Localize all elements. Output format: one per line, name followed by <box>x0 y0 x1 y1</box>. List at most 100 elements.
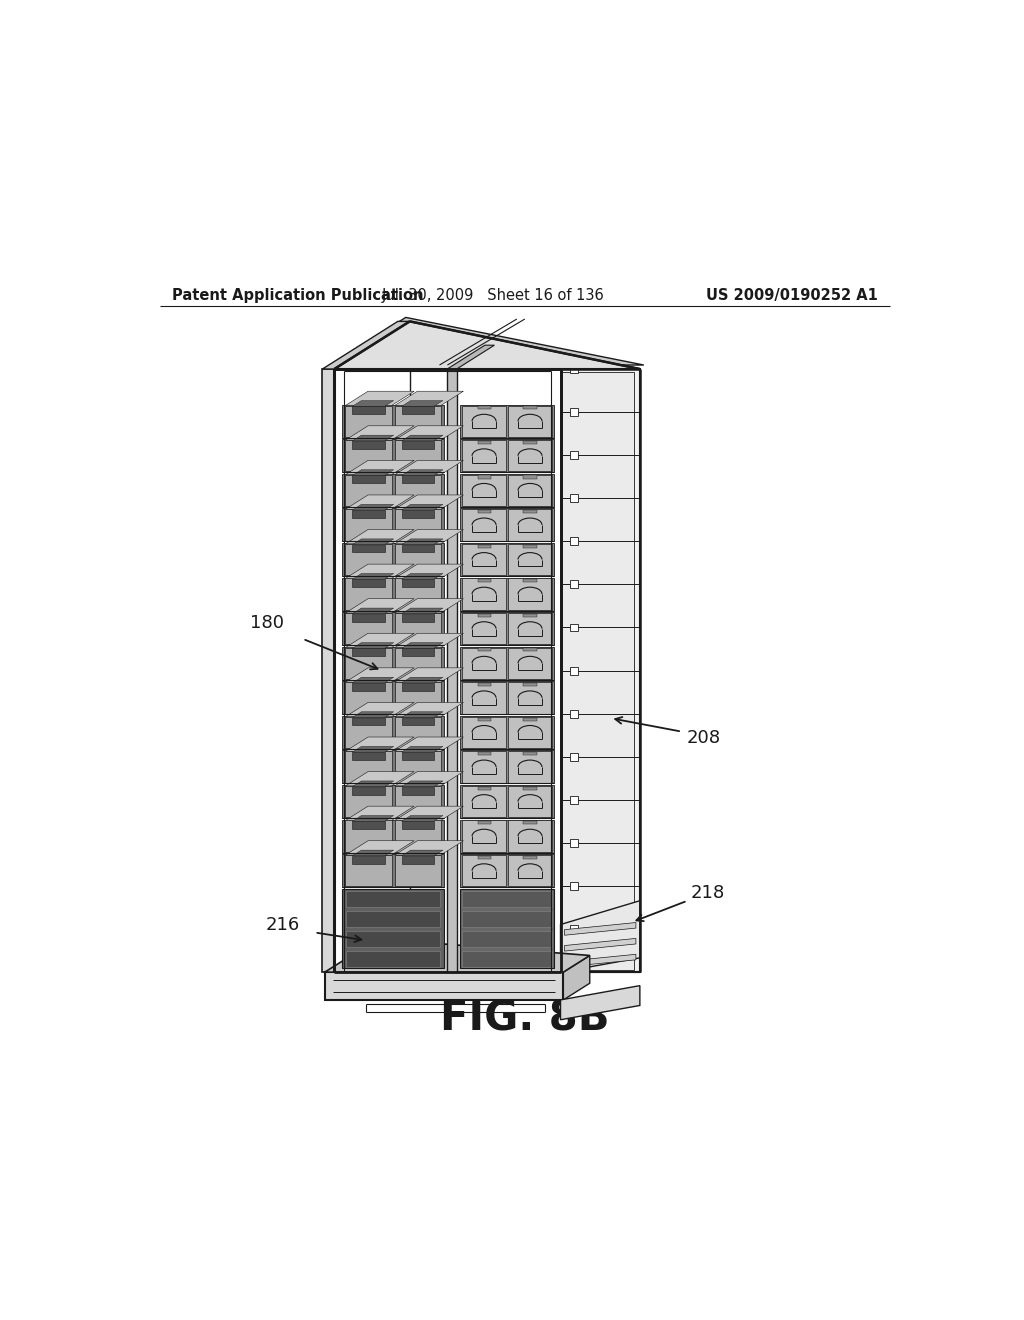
Polygon shape <box>346 891 440 907</box>
Polygon shape <box>462 440 506 471</box>
Polygon shape <box>401 682 434 690</box>
Polygon shape <box>508 440 552 471</box>
Polygon shape <box>345 461 414 475</box>
Polygon shape <box>560 370 640 972</box>
Polygon shape <box>345 544 391 576</box>
Bar <box>570 710 578 718</box>
Polygon shape <box>564 923 636 936</box>
Polygon shape <box>477 718 490 721</box>
Polygon shape <box>460 785 554 818</box>
Polygon shape <box>352 539 393 545</box>
Polygon shape <box>477 510 490 513</box>
Polygon shape <box>394 564 464 578</box>
Polygon shape <box>401 850 443 855</box>
Polygon shape <box>346 911 440 927</box>
Polygon shape <box>523 855 537 859</box>
Polygon shape <box>401 718 434 726</box>
Polygon shape <box>462 821 506 851</box>
Polygon shape <box>477 441 490 444</box>
Polygon shape <box>345 475 391 506</box>
Polygon shape <box>401 545 434 553</box>
Text: FIG. 8B: FIG. 8B <box>440 997 609 1039</box>
Polygon shape <box>345 717 391 748</box>
Polygon shape <box>352 475 385 483</box>
Polygon shape <box>401 781 443 787</box>
Polygon shape <box>523 441 537 444</box>
Polygon shape <box>462 682 506 714</box>
Polygon shape <box>508 855 552 887</box>
Polygon shape <box>352 677 393 682</box>
Polygon shape <box>460 405 554 438</box>
Polygon shape <box>401 400 443 407</box>
Polygon shape <box>477 855 490 859</box>
Polygon shape <box>564 954 636 968</box>
Polygon shape <box>342 751 444 784</box>
Polygon shape <box>334 370 560 972</box>
Polygon shape <box>342 543 444 576</box>
Polygon shape <box>345 702 414 717</box>
Polygon shape <box>342 612 444 645</box>
Polygon shape <box>401 510 434 517</box>
Polygon shape <box>394 405 441 437</box>
Polygon shape <box>394 475 441 506</box>
Polygon shape <box>462 931 552 946</box>
Polygon shape <box>462 717 506 748</box>
Polygon shape <box>563 956 590 1001</box>
Polygon shape <box>523 821 537 825</box>
Polygon shape <box>394 544 441 576</box>
Polygon shape <box>394 855 441 887</box>
Polygon shape <box>345 405 391 437</box>
Polygon shape <box>508 682 552 714</box>
Polygon shape <box>508 612 552 644</box>
Polygon shape <box>460 751 554 784</box>
Polygon shape <box>508 510 552 541</box>
Polygon shape <box>477 787 490 789</box>
Polygon shape <box>401 752 434 760</box>
Polygon shape <box>352 711 393 718</box>
Polygon shape <box>477 821 490 825</box>
Polygon shape <box>352 573 393 579</box>
Polygon shape <box>401 643 443 648</box>
Polygon shape <box>394 785 441 817</box>
Polygon shape <box>401 821 434 829</box>
Polygon shape <box>401 787 434 795</box>
Polygon shape <box>394 495 464 510</box>
Text: 218: 218 <box>690 884 724 902</box>
Polygon shape <box>352 787 385 795</box>
Polygon shape <box>401 504 443 510</box>
Polygon shape <box>345 821 391 851</box>
Polygon shape <box>462 475 506 506</box>
Polygon shape <box>401 579 434 587</box>
Polygon shape <box>342 854 444 887</box>
Polygon shape <box>352 579 385 587</box>
Polygon shape <box>462 578 506 610</box>
Bar <box>570 366 578 374</box>
Polygon shape <box>508 405 552 437</box>
Polygon shape <box>477 545 490 548</box>
Polygon shape <box>508 544 552 576</box>
Polygon shape <box>352 441 385 449</box>
Polygon shape <box>346 931 440 946</box>
Polygon shape <box>394 668 464 682</box>
Polygon shape <box>462 510 506 541</box>
Polygon shape <box>342 681 444 714</box>
Polygon shape <box>345 682 391 714</box>
Polygon shape <box>460 440 554 473</box>
Text: 180: 180 <box>250 614 284 632</box>
Bar <box>570 623 578 631</box>
Polygon shape <box>477 475 490 479</box>
Polygon shape <box>352 470 393 475</box>
Polygon shape <box>345 391 414 405</box>
Polygon shape <box>342 785 444 818</box>
Polygon shape <box>460 578 554 611</box>
Polygon shape <box>394 440 441 471</box>
Polygon shape <box>394 841 464 855</box>
Polygon shape <box>460 474 554 507</box>
Polygon shape <box>394 578 441 610</box>
Polygon shape <box>352 781 393 787</box>
Polygon shape <box>447 370 457 972</box>
Polygon shape <box>352 855 385 863</box>
Polygon shape <box>345 634 414 648</box>
Polygon shape <box>477 648 490 652</box>
Polygon shape <box>323 321 410 370</box>
